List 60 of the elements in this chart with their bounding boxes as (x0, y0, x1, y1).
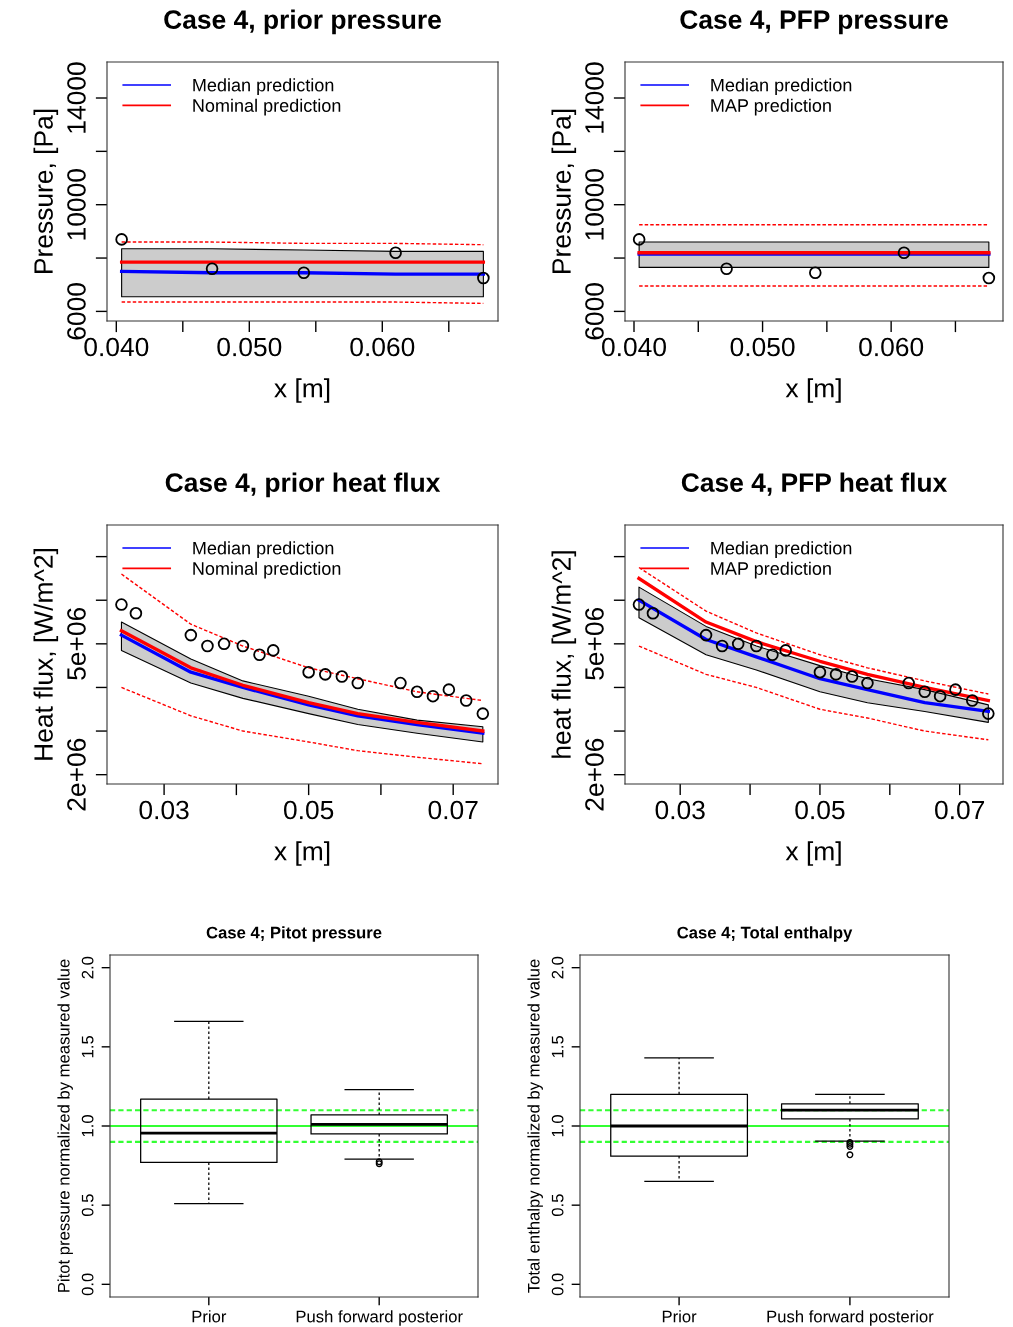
x-axis-title: x [m] (785, 378, 841, 403)
legend-label: Median prediction (193, 78, 334, 96)
chart-title: Case 4; Total enthalpy (677, 926, 853, 942)
y-tick-label: 2e+06 (67, 738, 86, 811)
y-tick-label: 14000 (585, 62, 604, 133)
y-axis-title: Pressure, [Pa] (551, 109, 577, 273)
x-tick-label: Prior (662, 1310, 697, 1323)
y-tick-label: 0.5 (81, 1194, 94, 1217)
y-tick-label: 2.0 (81, 956, 94, 979)
legend-label: Nominal prediction (193, 98, 341, 116)
x-tick-label: 0.040 (602, 337, 666, 357)
x-axis-title: x [m] (274, 841, 330, 866)
y-axis-title: Pitot pressure normalized by measured value (57, 959, 73, 1292)
y-tick-label: 0.5 (551, 1194, 564, 1217)
y-tick-label: 1.0 (81, 1115, 94, 1137)
chart-title: Case 4, prior heat flux (165, 472, 441, 498)
y-tick-label: 5e+06 (67, 607, 86, 680)
legend-label: Median prediction (193, 541, 334, 559)
x-tick-label: 0.060 (859, 337, 924, 357)
x-tick-label: Push forward posterior (296, 1310, 463, 1326)
y-tick-label: 0.0 (81, 1273, 94, 1296)
x-axis-title: x [m] (274, 378, 330, 403)
y-tick-label: 10000 (67, 169, 86, 240)
chart-title: Case 4, PFP heat flux (681, 472, 948, 496)
x-axis-title: x [m] (785, 841, 841, 866)
y-axis-title: Pressure, [Pa] (33, 109, 59, 273)
chart-title: Case 4, prior pressure (164, 9, 441, 35)
chart-title: Case 4, PFP pressure (680, 10, 948, 35)
y-tick-label: 6000 (585, 283, 604, 340)
x-tick-label: Push forward posterior (767, 1310, 934, 1326)
y-axis-title: heat flux, [W/m^2] (551, 551, 577, 758)
x-tick-label: 0.05 (284, 800, 334, 820)
x-tick-label: 0.03 (139, 800, 189, 820)
y-tick-label: 1.5 (81, 1035, 94, 1058)
y-tick-label: 10000 (585, 169, 604, 240)
y-tick-label: 6000 (67, 283, 86, 340)
y-tick-label: 2e+06 (585, 738, 604, 811)
y-tick-label: 0.0 (551, 1273, 564, 1296)
x-tick-label: 0.07 (935, 800, 985, 820)
x-tick-label: 0.03 (655, 800, 705, 820)
x-tick-label: Prior (192, 1310, 227, 1323)
legend-label: Median prediction (711, 541, 852, 559)
legend-label: Median prediction (711, 78, 852, 96)
y-tick-label: 14000 (67, 62, 86, 133)
y-tick-label: 1.0 (551, 1115, 564, 1137)
y-axis-title: Total enthalpy normalized by measured value (527, 959, 543, 1293)
y-axis-title: Heat flux, [W/m^2] (33, 549, 59, 760)
legend-label: MAP prediction (711, 561, 831, 579)
x-tick-label: 0.040 (84, 337, 149, 357)
chart-title: Case 4; Pitot pressure (206, 926, 382, 942)
x-tick-label: 0.050 (217, 337, 282, 357)
x-tick-label: 0.05 (795, 800, 845, 820)
x-tick-label: 0.050 (730, 337, 795, 357)
y-tick-label: 5e+06 (585, 607, 604, 680)
x-tick-label: 0.07 (428, 800, 478, 820)
x-tick-label: 0.060 (350, 337, 415, 357)
legend-label: Nominal prediction (193, 561, 341, 579)
y-tick-label: 2.0 (551, 956, 564, 979)
y-tick-label: 1.5 (551, 1035, 564, 1058)
legend-label: MAP prediction (711, 98, 831, 116)
